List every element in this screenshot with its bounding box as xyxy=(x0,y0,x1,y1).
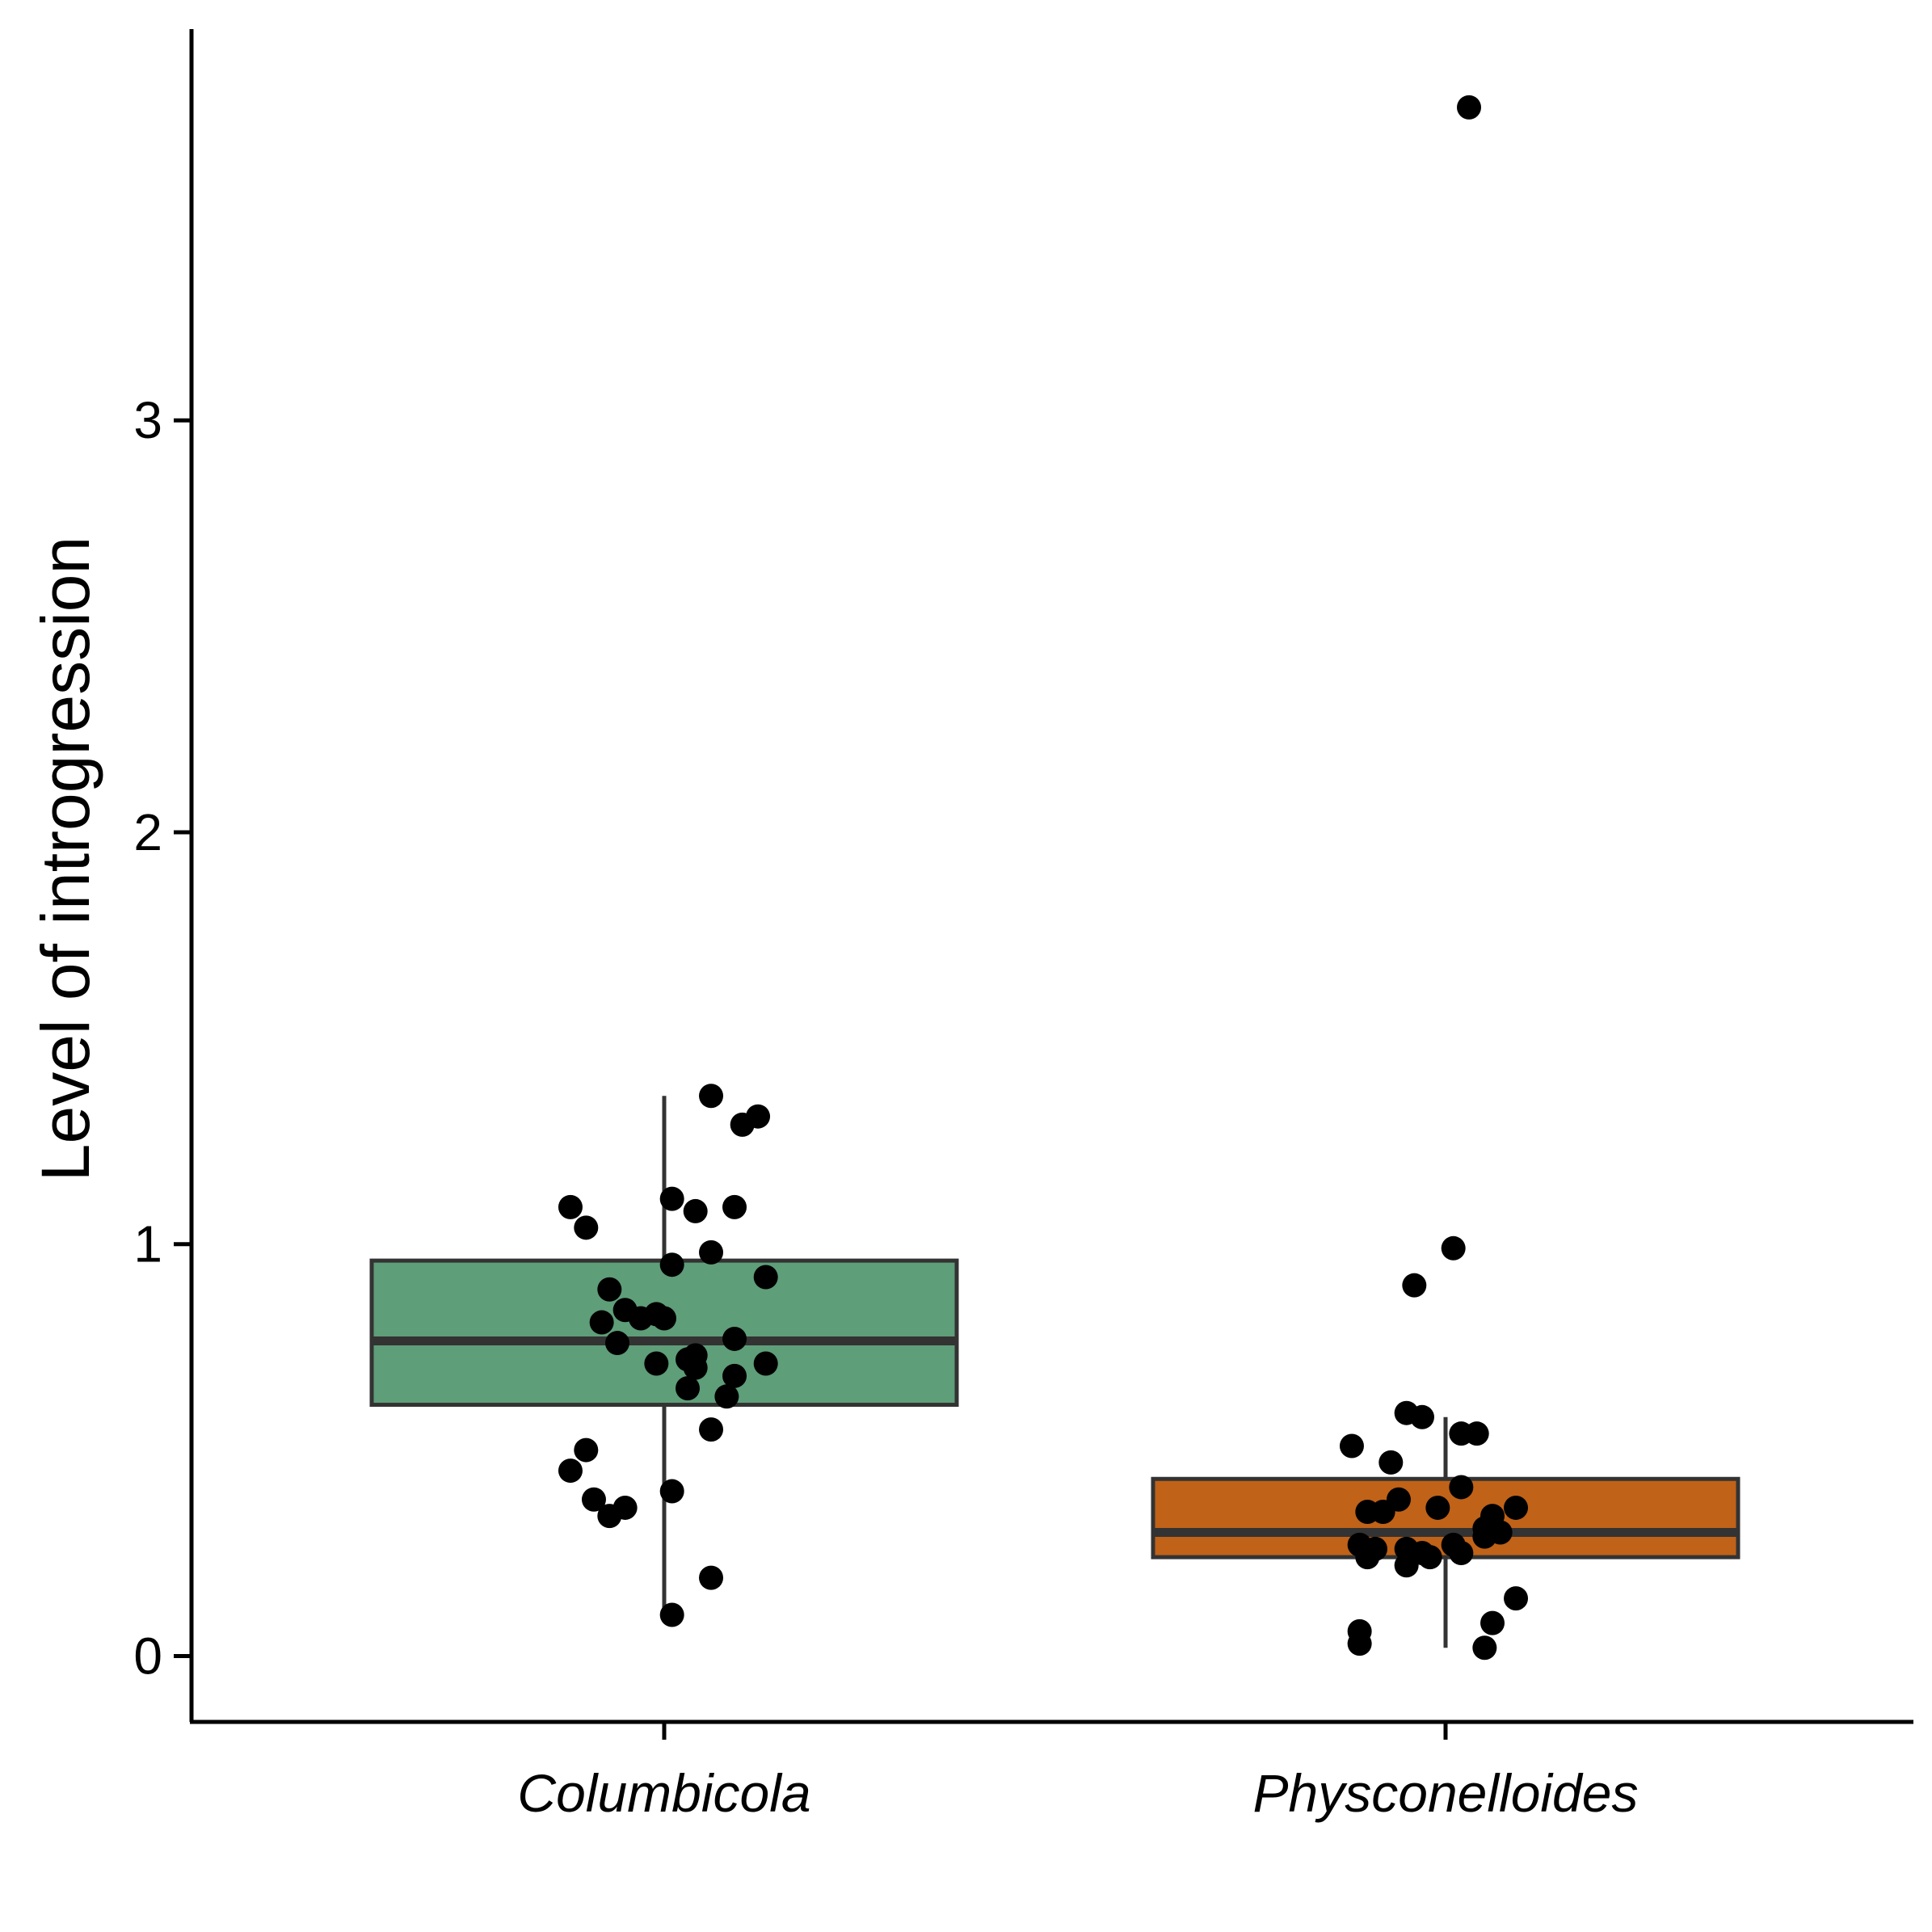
columbicola-data-point xyxy=(659,1479,684,1504)
axes-layer xyxy=(189,29,1913,1724)
y-tick-label: 0 xyxy=(133,1627,162,1685)
y-tick-label: 1 xyxy=(133,1215,162,1273)
columbicola-data-point xyxy=(589,1310,614,1335)
columbicola-data-point xyxy=(644,1351,669,1376)
columbicola-data-point xyxy=(699,1240,724,1265)
physconelloides-data-point xyxy=(1449,1541,1474,1566)
columbicola-data-point xyxy=(753,1265,778,1290)
x-category-label: Physconelloides xyxy=(1253,1763,1639,1823)
y-tick-label: 2 xyxy=(133,803,162,861)
physconelloides-data-point xyxy=(1355,1545,1380,1570)
x-category-label: Columbicola xyxy=(517,1763,810,1823)
points-layer xyxy=(558,95,1529,1661)
columbicola-data-point xyxy=(753,1351,778,1376)
columbicola-data-point xyxy=(676,1376,701,1401)
physconelloides-data-point xyxy=(1394,1553,1419,1578)
columbicola-data-point xyxy=(699,1565,724,1590)
y-ticks-layer: 0 1 2 3 xyxy=(133,391,192,1685)
physconelloides-data-point xyxy=(1504,1586,1529,1611)
physconelloides-data-point xyxy=(1402,1273,1427,1298)
physconelloides-data-point xyxy=(1480,1610,1505,1635)
columbicola-data-point xyxy=(558,1194,583,1219)
physconelloides-data-point xyxy=(1504,1495,1529,1520)
columbicola-data-point xyxy=(699,1084,724,1109)
physconelloides-data-point xyxy=(1417,1545,1442,1570)
physconelloides-data-point xyxy=(1472,1635,1497,1661)
columbicola-data-point xyxy=(683,1198,708,1223)
columbicola-data-point xyxy=(683,1355,708,1380)
physconelloides-data-point xyxy=(1378,1450,1404,1475)
columbicola-data-point xyxy=(722,1326,747,1351)
physconelloides-data-point xyxy=(1441,1235,1466,1261)
physconelloides-data-point xyxy=(1370,1500,1395,1525)
columbicola-data-point xyxy=(597,1277,622,1302)
columbicola-data-point xyxy=(722,1363,747,1388)
physconelloides-data-point xyxy=(1347,1631,1372,1656)
physconelloides-data-point xyxy=(1464,1421,1489,1446)
columbicola-box xyxy=(369,1258,959,1408)
physconelloides-data-point xyxy=(1449,1475,1474,1500)
y-axis-title: Level of introgression xyxy=(27,537,103,1181)
columbicola-data-point xyxy=(699,1417,724,1442)
columbicola-data-point xyxy=(652,1306,676,1331)
y-tick-label: 3 xyxy=(133,391,162,449)
columbicola-data-point xyxy=(659,1252,684,1277)
physconelloides-data-point xyxy=(1339,1433,1364,1458)
physconelloides-data-point xyxy=(1472,1524,1497,1549)
columbicola-data-point xyxy=(714,1384,739,1409)
physconelloides-data-point xyxy=(1457,95,1482,120)
x-ticks-layer: Columbicola Physconelloides xyxy=(517,1722,1638,1823)
columbicola-data-point xyxy=(722,1194,747,1219)
columbicola-data-point xyxy=(659,1186,684,1211)
columbicola-data-point xyxy=(574,1215,599,1240)
columbicola-data-point xyxy=(558,1458,583,1484)
columbicola-data-point xyxy=(604,1331,629,1356)
physconelloides-data-point xyxy=(1409,1404,1434,1429)
columbicola-data-point xyxy=(574,1437,599,1463)
columbicola-data-point xyxy=(581,1487,606,1512)
boxes-layer xyxy=(369,1096,1740,1648)
columbicola-data-point xyxy=(597,1504,622,1529)
columbicola-data-point xyxy=(659,1602,684,1627)
physconelloides-data-point xyxy=(1425,1495,1450,1520)
columbicola-data-point xyxy=(730,1112,755,1137)
